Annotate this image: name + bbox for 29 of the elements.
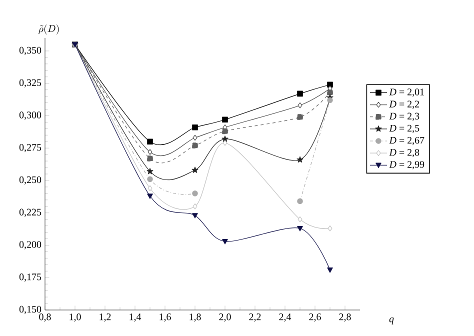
y-tick-label: 0,275 [19,144,42,152]
x-tick-label: 1,8 [190,314,201,322]
x-tick-label: 2,4 [279,314,292,322]
legend-label: D = 2,8 [389,149,420,158]
y-tick-label: 0,175 [19,274,42,282]
x-tick-label: 1,2 [100,314,111,322]
y-tick-label: 0,350 [19,46,42,56]
x-tick-label: 1,4 [130,314,142,322]
legend-label: D = 2,2 [389,100,419,109]
y-tick-label: 0,225 [19,208,42,217]
x-tick-label: 2,0 [219,314,231,322]
legend-label: D = 2,5 [389,124,420,134]
x-tick-label: 1,0 [70,314,81,322]
x-tick-label: 2,8 [339,314,351,322]
y-tick-label: 0,325 [19,79,42,88]
legend-label: D = 2,3 [389,112,420,121]
y-tick-label: 0,150 [19,306,42,314]
y-tick-label: 0,200 [19,241,42,250]
legend-label: D = 2,99 [389,161,424,170]
legend-label: D = 2,67 [389,136,424,146]
x-tick-label: 2,6 [309,314,321,322]
y-axis-title: $\tilde{\rho}(D)$ [38,24,59,34]
y-tick-label: 0,250 [19,176,42,185]
x-tick-label: 0,8 [39,314,51,322]
x-tick-label: 2,2 [249,314,261,322]
x-axis-title: q [389,318,394,324]
legend-label: D = 2,01 [389,88,424,97]
x-tick-label: 1,6 [160,314,171,322]
y-tick-label: 0,300 [19,112,42,120]
